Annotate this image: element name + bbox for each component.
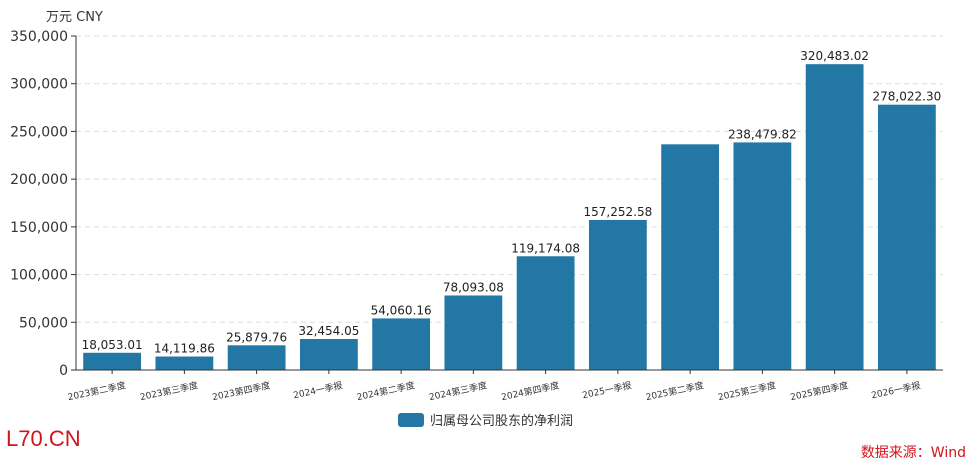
x-tick-label: 2025第三季度 — [717, 379, 777, 403]
legend[interactable]: 归属母公司股东的净利润 — [398, 410, 573, 429]
data-label: 320,483.02 — [800, 49, 869, 63]
y-tick-label: 150,000 — [10, 220, 68, 236]
x-tick-label: 2023第四季度 — [211, 379, 271, 403]
y-axis: 0 50,000 100,000 150,000 200,000 250,000 300,0… — [10, 29, 77, 379]
bar[interactable] — [155, 356, 214, 370]
bar[interactable] — [877, 104, 936, 371]
y-tick-label: 200,000 — [10, 172, 68, 188]
bar[interactable] — [227, 345, 286, 370]
y-tick-label: 300,000 — [10, 77, 68, 93]
bar[interactable] — [733, 142, 792, 370]
data-label: 278,022.30 — [873, 90, 942, 104]
x-tick-label: 2024第二季度 — [356, 379, 416, 403]
x-tick-label: 2024第三季度 — [428, 379, 488, 403]
bar[interactable] — [661, 144, 720, 370]
bar[interactable] — [444, 295, 503, 370]
data-label: 157,252.58 — [584, 205, 653, 219]
data-label: 54,060.16 — [371, 303, 432, 317]
x-tick-label: 2023第二季度 — [67, 379, 127, 403]
y-tick-label: 350,000 — [10, 29, 68, 45]
bar[interactable] — [516, 256, 575, 370]
legend-label: 归属母公司股东的净利润 — [430, 414, 574, 429]
legend-swatch — [398, 412, 424, 427]
data-label: 14,119.86 — [154, 342, 215, 356]
y-tick-label: 0 — [59, 363, 68, 379]
x-tick-label: 2024一季报 — [292, 379, 343, 401]
data-label: 25,879.76 — [226, 330, 287, 344]
y-tick-label: 100,000 — [10, 268, 68, 284]
x-tick-label: 2023第三季度 — [139, 379, 199, 403]
unit-label: 万元 CNY — [46, 10, 103, 25]
bar[interactable] — [83, 352, 142, 370]
data-label: 119,174.08 — [511, 241, 580, 255]
x-tick-label: 2025第二季度 — [645, 379, 705, 403]
bars — [83, 64, 936, 371]
bar[interactable] — [372, 318, 431, 370]
data-label: 18,053.01 — [82, 338, 143, 352]
x-tick-label: 2026一季报 — [870, 379, 921, 401]
bar[interactable] — [588, 219, 647, 370]
bar[interactable] — [299, 339, 358, 370]
data-labels: 18,053.01 14,119.86 25,879.76 32,454.05 54,0… — [82, 49, 942, 355]
x-axis: 2023第二季度 2023第三季度 2023第四季度 2024一季报 2024第二季度 2… — [67, 369, 943, 403]
data-label: 78,093.08 — [443, 280, 504, 294]
source-label: 数据来源：Wind — [860, 445, 966, 461]
bar[interactable] — [805, 64, 864, 370]
brand-logo-text: L70.CN — [6, 426, 81, 451]
x-tick-label: 2025一季报 — [581, 379, 632, 401]
y-tick-label: 50,000 — [19, 315, 68, 331]
x-tick-label: 2024第四季度 — [500, 379, 560, 403]
y-tick-label: 250,000 — [10, 124, 68, 140]
x-tick-label: 2025第四季度 — [789, 379, 849, 403]
grid-lines — [76, 35, 943, 323]
data-label: 238,479.82 — [728, 127, 797, 141]
data-label: 32,454.05 — [298, 324, 359, 338]
